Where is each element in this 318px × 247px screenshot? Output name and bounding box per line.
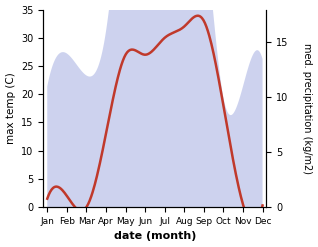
Y-axis label: max temp (C): max temp (C) xyxy=(5,72,16,144)
Y-axis label: med. precipitation (kg/m2): med. precipitation (kg/m2) xyxy=(302,43,313,174)
X-axis label: date (month): date (month) xyxy=(114,231,196,242)
